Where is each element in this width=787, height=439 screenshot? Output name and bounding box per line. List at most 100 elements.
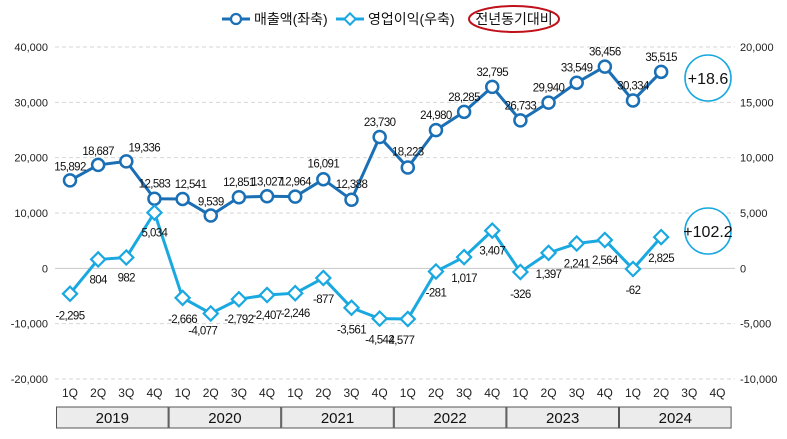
quarter-label: 1Q [62, 386, 78, 400]
quarter-label: 3Q [569, 386, 585, 400]
data-label: 9,539 [198, 197, 224, 209]
left-tick-label: 0 [42, 263, 48, 275]
legend-yoy-ellipse [468, 5, 560, 33]
data-label: 1,397 [536, 269, 562, 281]
right-tick-label: -10,000 [740, 374, 777, 386]
revenue-point [597, 59, 613, 74]
data-label: 23,730 [364, 117, 396, 129]
data-label: 32,795 [476, 67, 508, 79]
revenue-point [513, 113, 528, 128]
data-label: 16,091 [308, 158, 340, 170]
op-point [455, 248, 473, 266]
quarter-label: 1Q [400, 386, 416, 400]
quarter-label: 4Q [484, 386, 500, 400]
data-label: 24,980 [420, 110, 452, 122]
quarter-label: 3Q [231, 386, 247, 400]
revenue-point [62, 173, 78, 188]
year-label: 2024 [659, 410, 692, 427]
op-point [399, 310, 417, 328]
op-point [173, 289, 192, 307]
data-label: 29,940 [533, 83, 565, 95]
data-label: 804 [89, 274, 108, 286]
yoy-annotation: +102.2 [683, 224, 732, 241]
year-band [281, 406, 394, 429]
left-tick-label: 20,000 [14, 153, 48, 165]
quarter-label: 2Q [653, 386, 669, 400]
left-tick-label: -10,000 [11, 319, 48, 331]
data-label: 5,034 [142, 228, 169, 240]
quarter-label: 3Q [343, 386, 359, 400]
right-tick-label: 10,000 [740, 153, 774, 165]
revenue-point [344, 192, 359, 208]
data-label: 13,027 [251, 176, 283, 188]
left-tick-label: -20,000 [11, 374, 48, 386]
data-label: 18,687 [82, 146, 114, 158]
quarter-label: 2Q [315, 386, 331, 400]
quarter-label: 4Q [597, 386, 613, 400]
left-tick-label: 30,000 [14, 97, 48, 109]
yoy-annotation: +18.6 [688, 71, 729, 88]
data-label: 3,407 [479, 246, 505, 258]
revenue-point [90, 157, 106, 173]
op-point [202, 304, 220, 323]
data-label: 12,583 [139, 179, 171, 191]
right-tick-label: 5,000 [740, 208, 768, 220]
data-label: 28,285 [448, 92, 480, 104]
year-label: 2020 [208, 410, 241, 427]
revenue-point [428, 122, 444, 138]
data-label: -4,077 [188, 325, 217, 337]
revenue-point [456, 104, 472, 120]
op-point [539, 244, 558, 262]
op-point [314, 269, 332, 287]
legend-op-label: 영업이익(우축) [368, 11, 455, 27]
op-point [230, 290, 248, 308]
revenue-point [119, 154, 134, 169]
data-label: -281 [426, 287, 447, 299]
quarter-label: 2Q [541, 386, 557, 400]
quarter-label: 1Q [512, 386, 528, 400]
data-label: 982 [118, 272, 136, 284]
data-label: 26,733 [505, 100, 537, 112]
revenue-point [372, 129, 387, 145]
legend-yoy-label: 전년동기대비 [475, 11, 552, 27]
data-label: -62 [626, 285, 641, 297]
revenue-point [653, 64, 669, 80]
data-label: -2,295 [55, 311, 84, 323]
year-label: 2019 [96, 410, 129, 427]
data-label: 30,334 [617, 80, 650, 92]
revenue-point [203, 208, 218, 223]
right-tick-label: -5,000 [740, 319, 771, 331]
data-label: 12,851 [223, 177, 255, 189]
right-tick-label: 20,000 [740, 42, 774, 54]
revenue-point [569, 75, 584, 90]
data-label: -2,246 [281, 308, 310, 320]
revenue-point [485, 79, 500, 95]
data-label: 2,241 [564, 259, 590, 271]
op-point [652, 228, 670, 246]
year-label: 2023 [546, 410, 579, 427]
revenue-point [231, 189, 247, 205]
revenue-point [400, 160, 416, 175]
yoy-circle [684, 207, 732, 255]
op-point [342, 299, 361, 317]
data-label: 15,892 [54, 161, 86, 173]
series-line-revenue [69, 65, 663, 218]
op-point [568, 234, 586, 253]
data-label: 12,964 [279, 177, 312, 189]
op-point [286, 284, 304, 302]
data-label: 2,825 [648, 253, 674, 265]
op-point [117, 248, 135, 267]
year-label: 2022 [433, 410, 466, 427]
data-label: 12,388 [336, 179, 368, 191]
data-label: 1,017 [451, 273, 477, 285]
year-band [619, 406, 732, 429]
data-label: -2,407 [253, 310, 282, 322]
left-tick-label: 40,000 [14, 42, 48, 54]
quarter-label: 1Q [175, 386, 191, 400]
revenue-point [541, 95, 556, 110]
legend-revenue-marker [229, 12, 243, 26]
year-label: 2021 [321, 410, 354, 427]
data-label: -3,561 [337, 325, 366, 337]
